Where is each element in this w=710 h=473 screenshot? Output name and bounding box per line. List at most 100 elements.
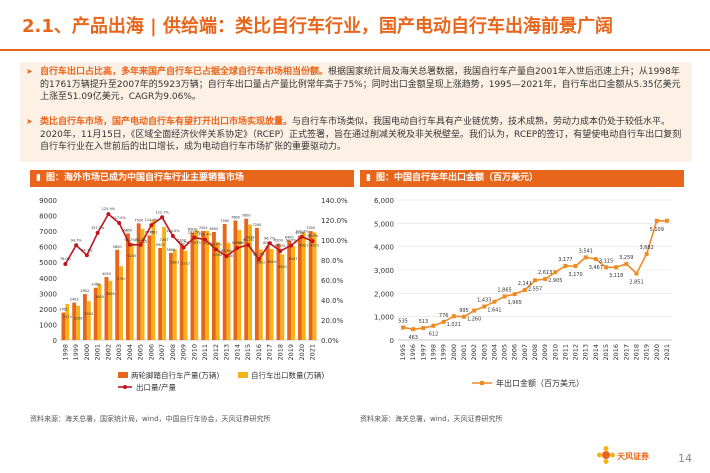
export-value-point xyxy=(624,261,629,266)
bar-export xyxy=(183,250,188,340)
line-data-label: 2,851 xyxy=(629,279,643,285)
summary-box: ➤ 自行车出口占比高，多年来国产自行车已占据全球自行车市场相当份额。根据国家统计… xyxy=(20,62,692,162)
y2-tick-label: 0.0% xyxy=(321,337,339,345)
ratio-point xyxy=(246,242,251,247)
bar-export xyxy=(312,232,317,340)
bar-production xyxy=(298,235,302,340)
x-tick-label: 2003 xyxy=(115,344,123,361)
line-data-label: 103.3% xyxy=(295,230,309,234)
ratio-point xyxy=(235,246,240,250)
line-data-label: 117.0% xyxy=(112,216,126,220)
legend-marker xyxy=(480,381,484,385)
bar-production xyxy=(115,249,120,340)
x-tick-label: 1996 xyxy=(409,344,417,361)
bar-production xyxy=(104,277,109,340)
bar-data-label: 7680 xyxy=(231,216,240,220)
ratio-point xyxy=(117,221,122,225)
line-data-label: 1,260 xyxy=(467,317,481,323)
y-tick-label: 0 xyxy=(53,337,57,345)
x-tick-label: 2010 xyxy=(190,344,198,361)
line-data-label: 95.2% xyxy=(135,238,147,242)
export-value-point xyxy=(461,314,466,319)
line-data-label: 2,905 xyxy=(548,278,562,284)
x-tick-label: 2015 xyxy=(602,344,610,361)
x-tick-label: 2009 xyxy=(541,344,549,361)
bar-data-label: 6921 xyxy=(299,243,308,247)
x-tick-label: 2000 xyxy=(450,344,458,361)
bar-data-label: 7800 xyxy=(242,214,251,218)
x-tick-label: 2004 xyxy=(126,344,134,361)
line-data-label: 102.5% xyxy=(188,231,202,235)
bar-data-label: 7460 xyxy=(220,219,229,223)
x-tick-label: 1998 xyxy=(430,344,438,361)
bar-data-label: 4050 xyxy=(102,272,111,276)
line-data-label: 125.9% xyxy=(102,207,116,211)
export-value-point xyxy=(441,319,446,324)
bar-production xyxy=(265,245,270,340)
bar-data-label: 5823 xyxy=(170,260,179,264)
y2-tick-label: 80.0% xyxy=(321,257,344,265)
legend-label: 年出口金额（百万美元） xyxy=(496,378,584,388)
line-data-label: 90.6% xyxy=(210,242,222,246)
bar-export xyxy=(194,229,199,340)
ratio-point xyxy=(160,215,165,220)
logo-text: 天风证券 xyxy=(617,452,649,461)
line-data-label: 463 xyxy=(408,335,418,341)
bar-data-label: 5800 xyxy=(113,245,122,249)
x-tick-label: 2014 xyxy=(592,344,600,361)
line-data-label: 612 xyxy=(429,332,439,338)
y-tick-label: 3,000 xyxy=(374,267,394,275)
bar-export xyxy=(269,249,274,340)
ratio-point xyxy=(192,235,197,240)
bar-production xyxy=(158,247,163,340)
x-tick-label: 2017 xyxy=(622,344,630,361)
x-tick-label: 2001 xyxy=(94,344,102,361)
bar-export xyxy=(97,284,102,340)
y-tick-label: 2000 xyxy=(39,306,57,314)
export-value-point xyxy=(664,218,669,223)
export-value-point xyxy=(431,323,436,328)
export-value-point xyxy=(451,314,456,319)
ratio-point xyxy=(138,242,143,247)
page-number: 14 xyxy=(678,452,692,465)
export-value-point xyxy=(583,255,588,260)
export-value-point xyxy=(644,252,649,257)
bar-data-label: 2500 xyxy=(84,312,93,316)
line-data-label: 5,109 xyxy=(650,227,664,233)
line-data-label: 3,177 xyxy=(558,257,572,263)
bar-data-label: 6200 xyxy=(177,239,186,243)
bar-production xyxy=(72,302,77,340)
line-data-label: 1,965 xyxy=(508,300,522,306)
x-tick-label: 2012 xyxy=(572,344,580,361)
bar-data-label: 7731 xyxy=(149,231,158,235)
bar-export xyxy=(248,224,252,340)
right-source: 资料来源：海关总署，wind，天风证券研究所 xyxy=(360,415,503,423)
line-data-label: 80.7% xyxy=(253,252,265,256)
bar-data-label: 3806 xyxy=(106,292,115,296)
line-data-label: 535 xyxy=(398,319,408,325)
x-tick-label: 2002 xyxy=(104,344,112,361)
bar-data-label: 7267 xyxy=(160,238,169,242)
y-tick-label: 6000 xyxy=(39,244,57,252)
left-panel-title: ▮ 图：海外市场已成为中国自行车行业主要销售市场 xyxy=(30,170,354,187)
bar-data-label: 7073 xyxy=(192,241,201,245)
bar-data-label: 5812 xyxy=(256,261,265,265)
line-data-label: 2,613 xyxy=(538,270,552,276)
bar-export xyxy=(258,249,263,340)
x-tick-label: 2009 xyxy=(180,344,188,361)
right-panel-title-text: 图：中国自行车年出口金额（百万美元） xyxy=(376,173,539,183)
x-tick-label: 1998 xyxy=(61,344,69,361)
line-data-label: 2,557 xyxy=(528,286,542,292)
bar-export xyxy=(215,242,220,340)
bar-export xyxy=(151,219,156,340)
legend-swatch-export xyxy=(238,372,248,378)
x-tick-label: 2021 xyxy=(309,344,317,361)
line-data-label: 98.9% xyxy=(307,234,319,238)
x-tick-label: 2006 xyxy=(147,344,155,361)
x-tick-label: 1997 xyxy=(419,344,427,361)
bullet-1-highlight: 自行车出口占比高，多年来国产自行车已占据全球自行车市场相当份额。 xyxy=(40,67,329,77)
ratio-point xyxy=(299,234,304,239)
x-tick-label: 2005 xyxy=(501,344,509,361)
ratio-point xyxy=(267,241,272,246)
